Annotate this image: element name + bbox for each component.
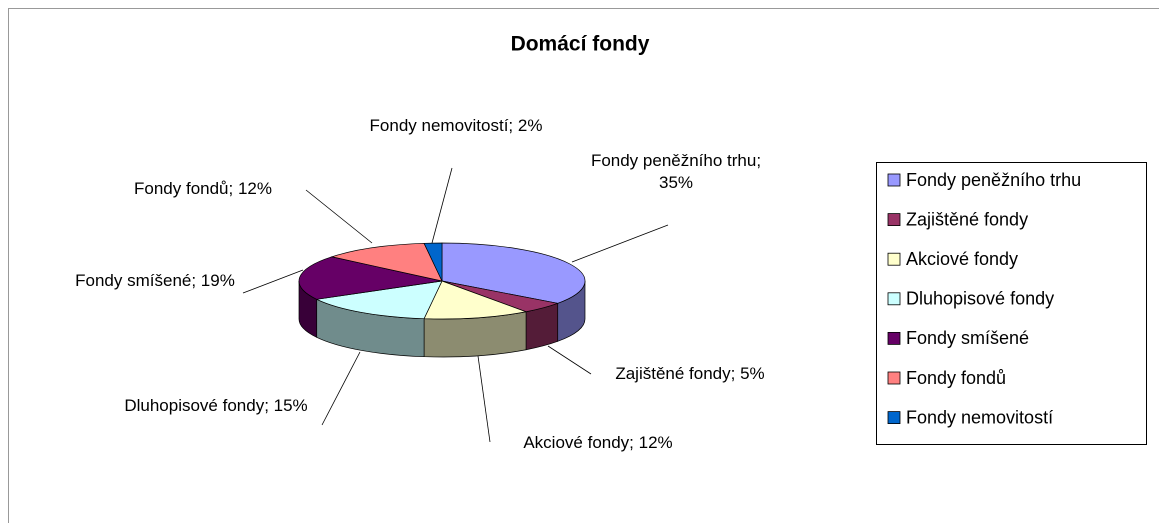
data-label: Fondy nemovitostí; 2% [369, 116, 543, 135]
data-label: Fondy smíšené; 19% [75, 271, 235, 290]
slice [298, 256, 443, 300]
chart-title: Domácí fondy [511, 33, 650, 56]
legend-label: Dluhopisové fondy [906, 289, 1054, 309]
slice [330, 242, 443, 282]
legend-label: Fondy peněžního trhu [906, 170, 1081, 190]
data-label: Zajištěné fondy; 5% [615, 364, 765, 383]
leader-line [571, 224, 669, 263]
legend-swatch [887, 371, 901, 385]
leader-line [305, 189, 373, 244]
data-label: Fondy fondů; 12% [134, 179, 272, 198]
legend-swatch [887, 331, 901, 345]
data-label: Akciové fondy; 12% [523, 433, 673, 452]
leader-line [547, 345, 592, 375]
leader-line [242, 269, 304, 294]
legend-label: Fondy smíšené [906, 328, 1029, 348]
legend-swatch [887, 411, 901, 425]
legend-label: Fondy fondů [906, 368, 1006, 388]
slice [441, 242, 586, 304]
legend-swatch [887, 213, 901, 227]
data-label: Dluhopisové fondy; 15% [124, 396, 308, 415]
legend-swatch [887, 173, 901, 187]
legend-label: Akciové fondy [906, 249, 1018, 269]
legend-label: Zajištěné fondy [906, 209, 1028, 229]
data-label: Fondy peněžního trhu; 35% [590, 151, 762, 192]
legend-swatch [887, 252, 901, 266]
leader-line [477, 355, 491, 443]
leader-line [431, 167, 453, 244]
slice [423, 280, 528, 320]
legend-label: Fondy nemovitostí [906, 407, 1053, 427]
legend-swatch [887, 292, 901, 306]
slice [423, 242, 443, 282]
leader-line [321, 351, 361, 426]
legend-box [876, 162, 1147, 445]
slice [315, 280, 443, 320]
